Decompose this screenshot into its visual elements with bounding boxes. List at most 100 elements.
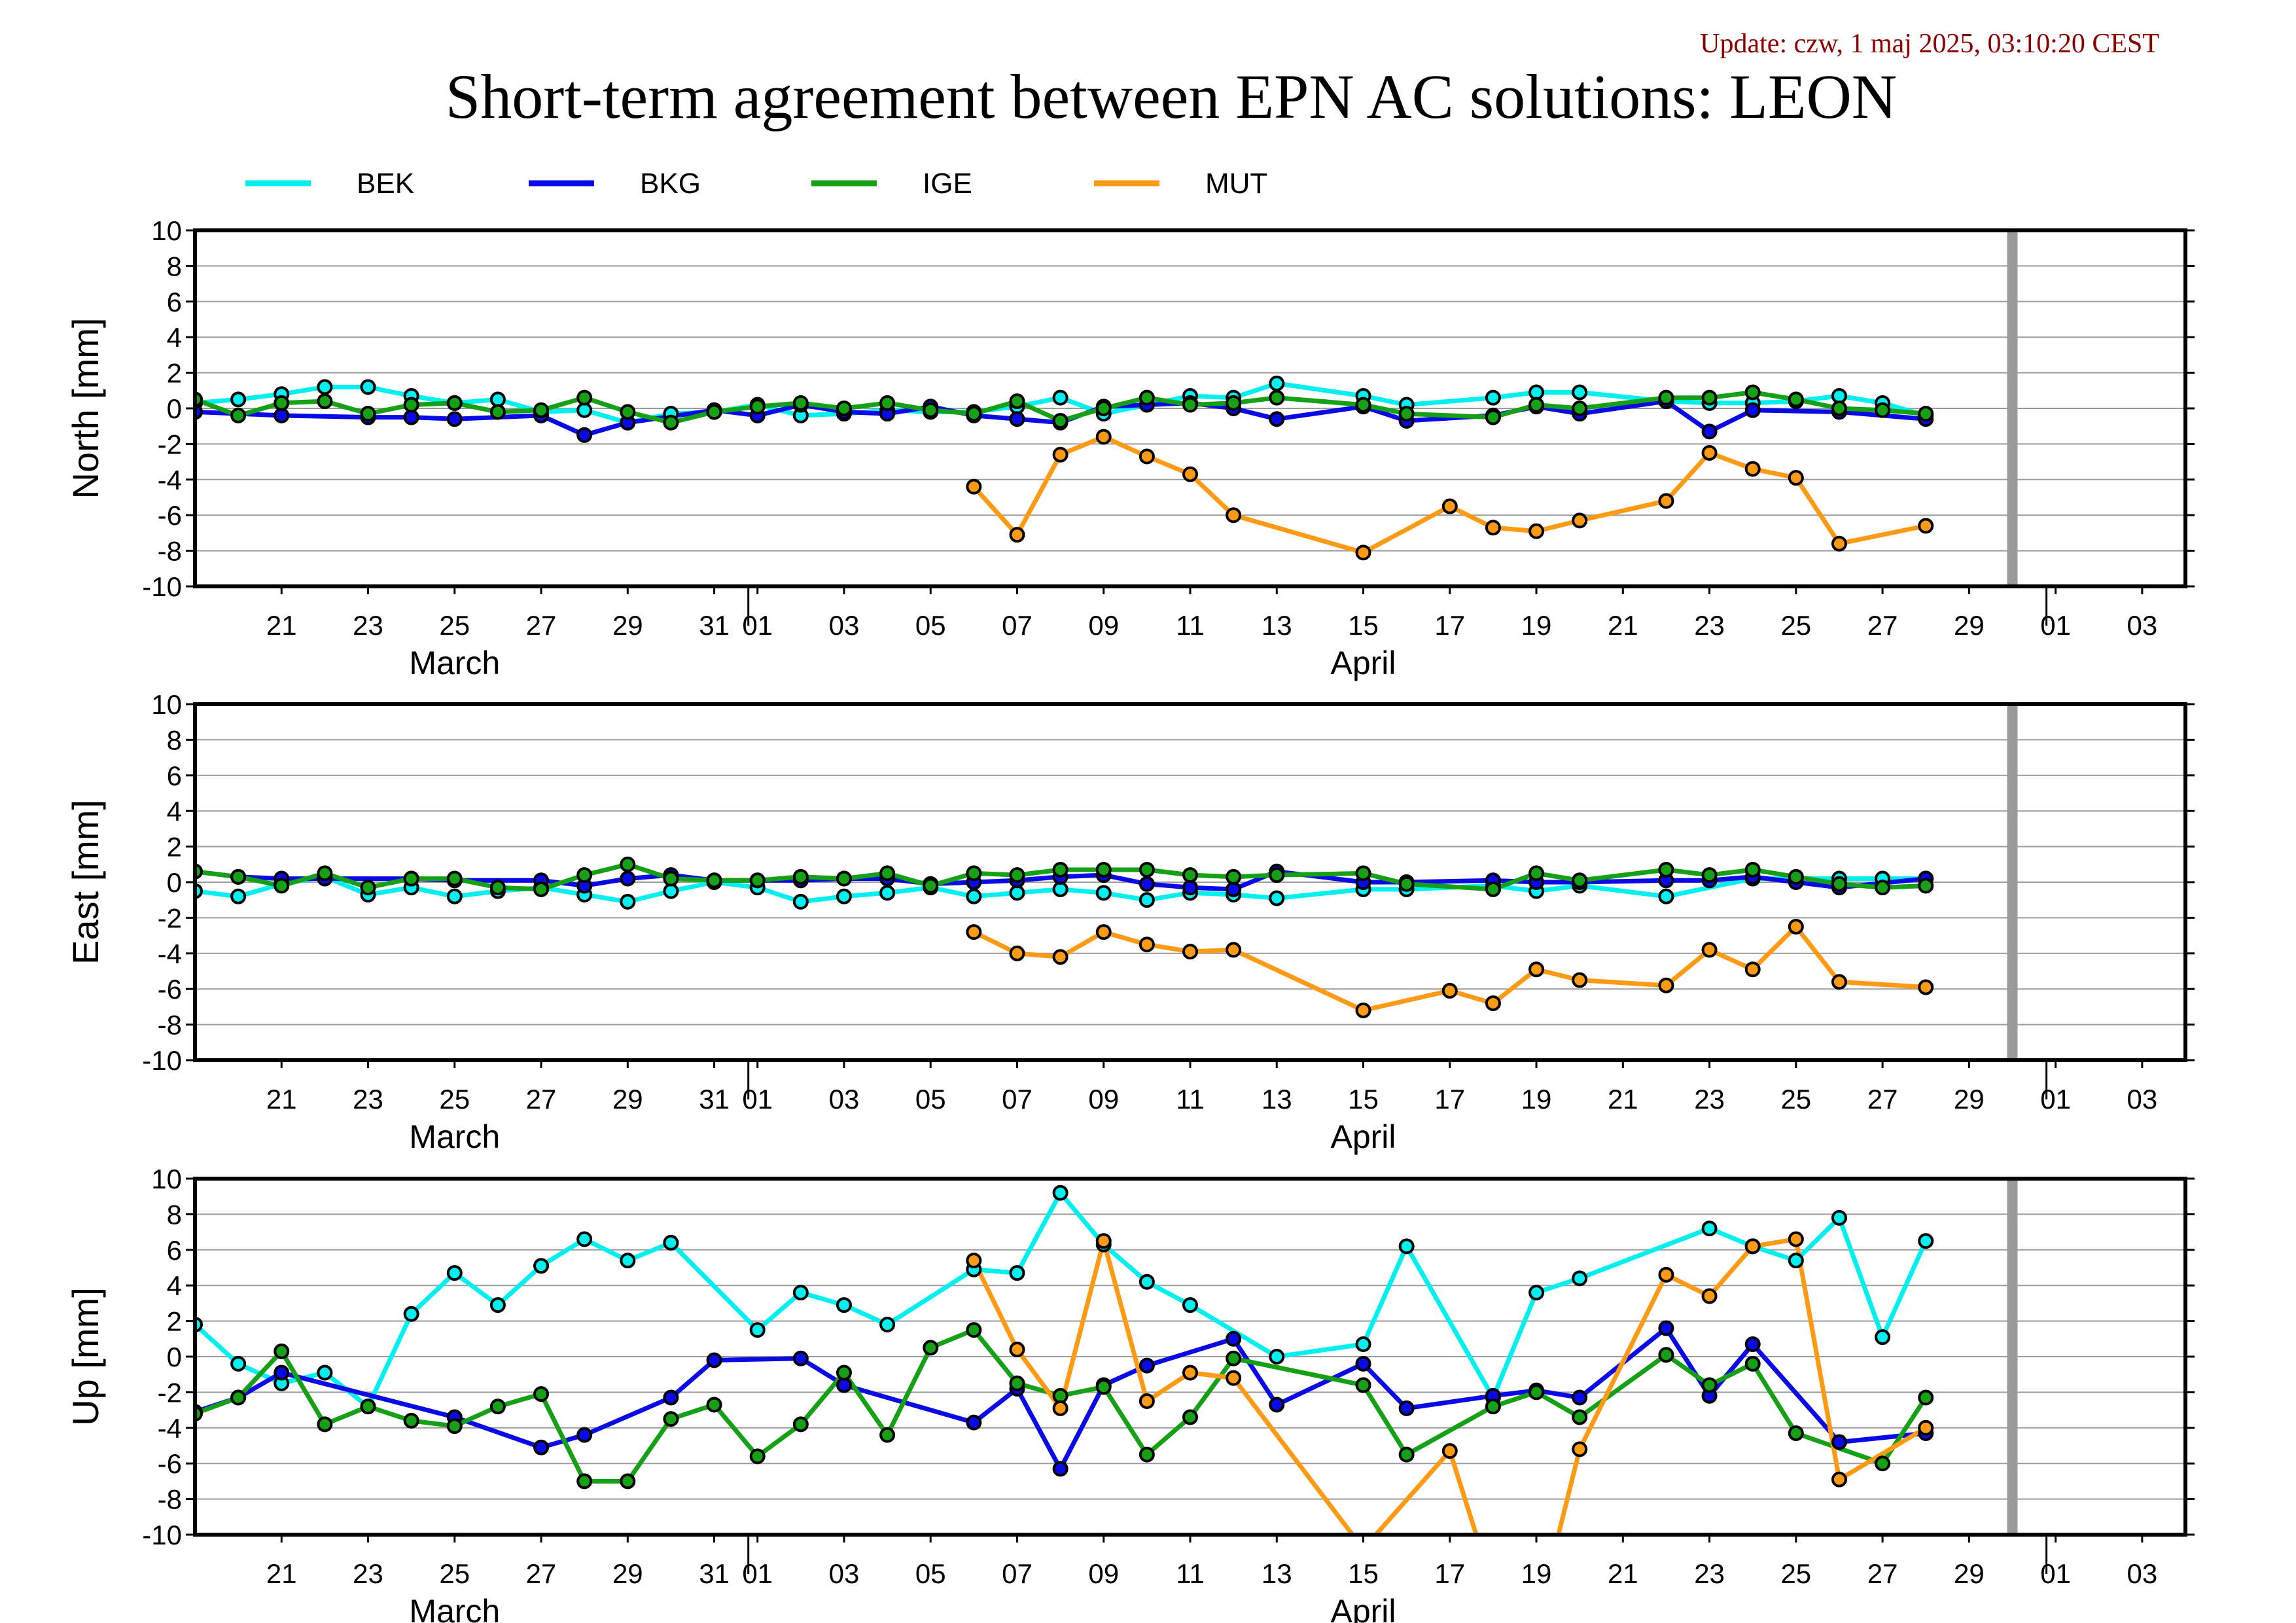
month-label: March (409, 1593, 500, 1623)
month-label: March (409, 1118, 500, 1155)
data-point-ige (1875, 880, 1891, 896)
data-point-ige (489, 880, 506, 896)
data-point-ige (489, 404, 506, 420)
x-tick-label: 01 (2040, 1084, 2071, 1115)
data-point-ige (966, 865, 982, 882)
x-tick-label: 15 (1348, 610, 1379, 641)
data-point-mut (1052, 949, 1069, 965)
data-point-bkg (1658, 1320, 1674, 1336)
x-tick-label: 23 (1694, 610, 1725, 641)
x-tick-label: 21 (266, 610, 297, 641)
series-group (195, 375, 1934, 561)
series-group (195, 1185, 1934, 1535)
data-point-mut (966, 924, 982, 940)
x-tick-label: 29 (1954, 1558, 1985, 1589)
x-tick-label: 25 (1780, 1558, 1811, 1589)
panel-east: 10 8 6 4 2 0 -2 -4 -6 -8 -10 21 23 25 27 29 31 01 03 05 07 09… (65, 689, 2195, 1155)
y-tick-label: 4 (167, 322, 182, 353)
y-tick-label: -4 (158, 465, 182, 495)
data-point-ige (836, 870, 852, 887)
month-label: April (1331, 645, 1396, 681)
data-point-mut (1182, 466, 1198, 482)
x-tick-label: 05 (915, 610, 946, 641)
legend: BEK BKG IGE MUT (245, 168, 1267, 200)
x-tick-label: 03 (2127, 1558, 2158, 1589)
y-tick-label: -6 (158, 974, 182, 1005)
data-point-ige (1139, 389, 1155, 406)
data-point-bek (620, 893, 636, 910)
data-point-bek (836, 888, 852, 904)
data-point-mut (1831, 535, 1847, 552)
data-point-mut (1658, 493, 1674, 509)
data-point-mut (1485, 995, 1501, 1011)
data-point-ige (923, 1340, 939, 1356)
data-point-mut (1788, 470, 1804, 486)
data-point-bek (446, 1265, 463, 1281)
x-tick-label: 11 (1176, 610, 1205, 641)
x-tick-label: 19 (1521, 1084, 1552, 1115)
data-point-bek (446, 888, 463, 904)
data-point-bek (230, 1355, 247, 1372)
panels: 10 8 6 4 2 0 -2 -4 -6 -8 -10 21 23 25 27 29 31 01 03 05 07 09… (65, 215, 2195, 1623)
data-point-ige (1744, 861, 1761, 878)
x-tick-label: 29 (612, 1084, 643, 1115)
data-point-ige (1485, 409, 1501, 425)
data-point-mut (966, 478, 982, 495)
y-tick-label: 10 (151, 215, 182, 246)
y-tick-label: -6 (158, 500, 182, 531)
data-point-ige (1701, 867, 1718, 883)
data-point-ige (792, 395, 809, 411)
x-tick-label: 23 (353, 1558, 383, 1589)
data-point-ige (533, 881, 550, 897)
x-tick-label: 29 (612, 610, 643, 641)
data-point-bek (1572, 384, 1588, 401)
x-tick-label: 23 (1694, 1084, 1725, 1115)
data-point-ige (446, 395, 463, 411)
data-point-ige (1485, 881, 1501, 897)
data-point-ige (1226, 868, 1242, 885)
data-point-ige (1528, 1384, 1545, 1400)
data-point-bek (1182, 1297, 1198, 1313)
data-point-bkg (1355, 1355, 1371, 1372)
data-point-ige (1918, 406, 1934, 422)
data-point-ige (1095, 401, 1112, 416)
x-tick-label: 23 (353, 610, 383, 641)
data-point-mut (1095, 429, 1112, 445)
data-point-ige (1528, 397, 1545, 413)
data-point-mut (1139, 1393, 1155, 1409)
x-tick-label: 11 (1176, 1558, 1205, 1589)
data-point-mut (1572, 512, 1588, 529)
data-point-bek (489, 1297, 506, 1313)
data-point-bek (749, 1322, 766, 1338)
data-point-mut (1095, 1233, 1112, 1249)
data-point-bek (1139, 892, 1155, 908)
data-point-ige (749, 399, 766, 415)
data-point-ige (576, 1473, 593, 1489)
data-point-ige (1831, 401, 1847, 416)
x-tick-label: 01 (2040, 610, 2071, 641)
data-point-mut (966, 1253, 982, 1269)
data-point-ige (1052, 1387, 1069, 1404)
data-point-bek (1485, 389, 1501, 406)
y-tick-label: 10 (151, 689, 182, 720)
y-tick-label: -8 (158, 1484, 182, 1515)
x-tick-label: 07 (1002, 610, 1033, 641)
data-point-ige (879, 395, 896, 411)
data-point-bek (1875, 1329, 1891, 1346)
data-point-ige (576, 867, 593, 883)
data-point-ige (446, 870, 463, 887)
x-tick-label: 05 (915, 1558, 946, 1589)
data-point-ige (923, 402, 939, 418)
data-point-mut (1355, 1002, 1371, 1018)
x-tick-label: 23 (1694, 1558, 1725, 1589)
x-tick-label: 17 (1434, 1084, 1465, 1115)
data-point-mut (1139, 448, 1155, 465)
data-point-bkg (1744, 1336, 1761, 1352)
data-point-mut (1052, 1400, 1069, 1416)
y-tick-label: -2 (158, 1377, 182, 1408)
y-tick-label: -4 (158, 1413, 182, 1444)
data-point-ige (1095, 1379, 1112, 1395)
data-point-ige (1918, 1389, 1934, 1406)
x-tick-label: 27 (526, 1558, 557, 1589)
data-point-bek (1269, 1349, 1285, 1364)
